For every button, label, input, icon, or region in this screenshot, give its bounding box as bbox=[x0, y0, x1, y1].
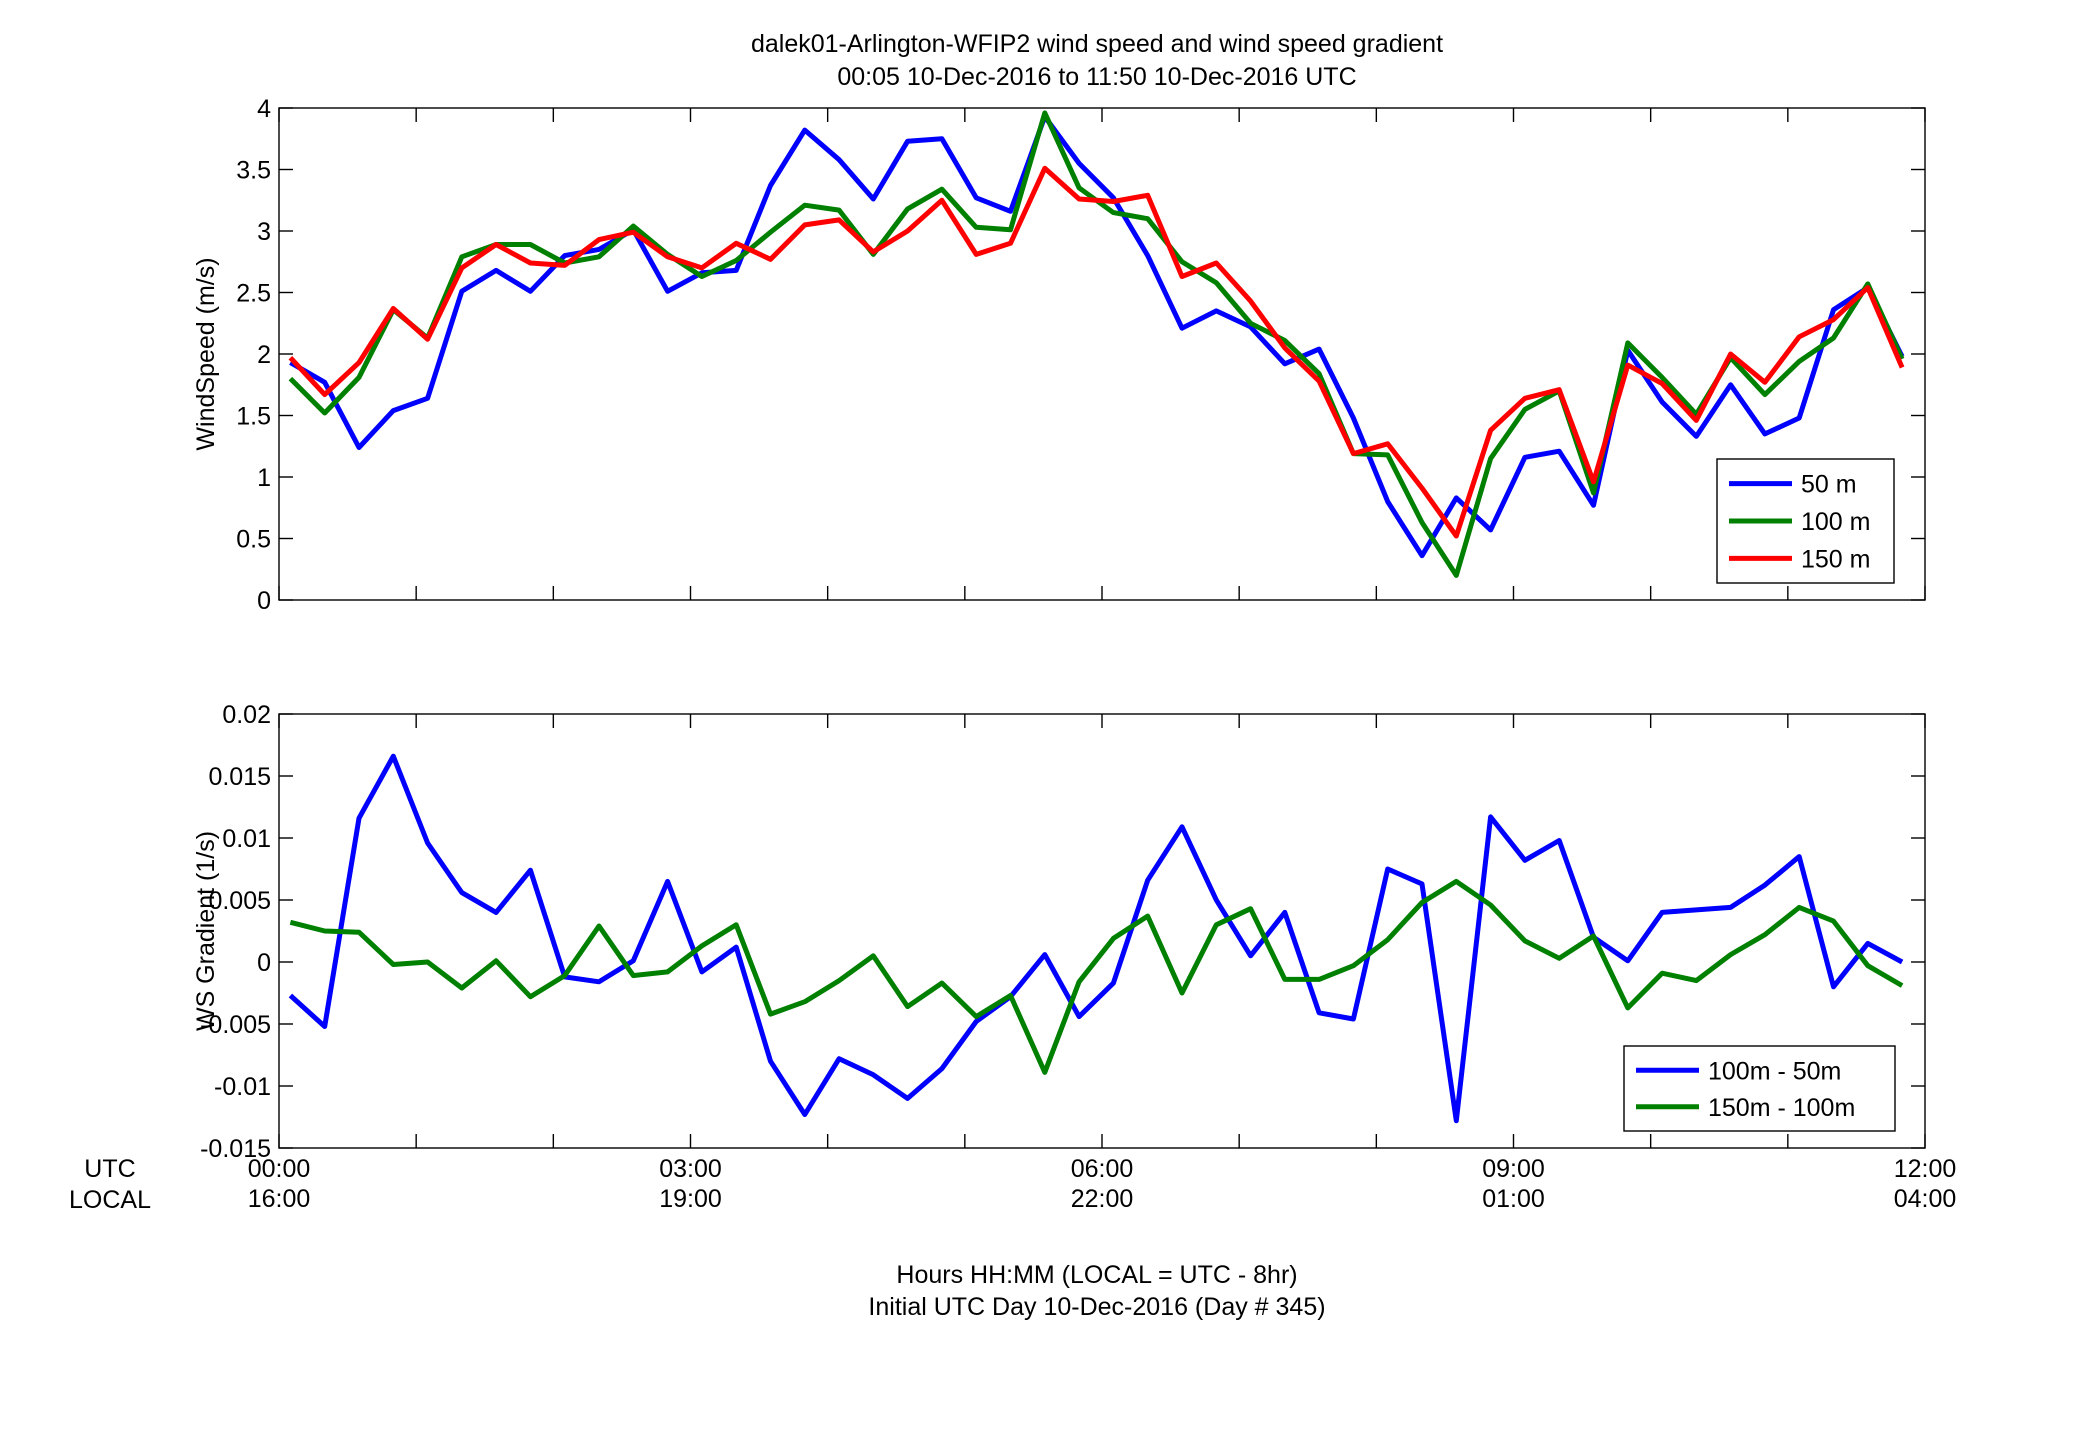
gradient-ytick-label: -0.01 bbox=[214, 1073, 271, 1101]
figure-title-line1: dalek01-Arlington-WFIP2 wind speed and w… bbox=[751, 30, 1443, 58]
x-tick-label-local: 04:00 bbox=[1894, 1185, 1957, 1213]
utc-row-label: UTC bbox=[84, 1155, 135, 1183]
speed-axes-frame bbox=[278, 107, 1926, 601]
x-tick-label-utc: 06:00 bbox=[1071, 1155, 1134, 1183]
gradient-legend-label: 150m - 100m bbox=[1708, 1094, 1855, 1122]
x-tick-label-utc: 12:00 bbox=[1894, 1155, 1957, 1183]
gradient-series-line-2 bbox=[289, 878, 1904, 1075]
speed-ytick-label: 3.5 bbox=[236, 157, 271, 185]
speed-ytick-label: 2.5 bbox=[236, 280, 271, 308]
x-tick-label-utc: 00:00 bbox=[248, 1155, 311, 1183]
gradient-ytick-label: 0.005 bbox=[208, 887, 271, 915]
x-tick-label-local: 16:00 bbox=[248, 1185, 311, 1213]
x-axis-label-line2: Initial UTC Day 10-Dec-2016 (Day # 345) bbox=[868, 1293, 1325, 1321]
gradient-ytick-label: -0.015 bbox=[200, 1135, 271, 1163]
local-row-label: LOCAL bbox=[69, 1186, 151, 1214]
speed-legend: 50 m 100 m 150 m bbox=[1716, 458, 1895, 584]
x-tick-label-local: 22:00 bbox=[1071, 1185, 1134, 1213]
speed-ytick-label: 1 bbox=[257, 464, 271, 492]
gradient-legend: 100m - 50m 150m - 100m bbox=[1623, 1045, 1896, 1132]
gradient-ytick-label: 0.015 bbox=[208, 763, 271, 791]
figure-title-line2: 00:05 10-Dec-2016 to 11:50 10-Dec-2016 U… bbox=[837, 63, 1356, 91]
x-axis-label-line1: Hours HH:MM (LOCAL = UTC - 8hr) bbox=[896, 1261, 1297, 1289]
speed-legend-label: 150 m bbox=[1801, 545, 1870, 573]
gradient-legend-box bbox=[1623, 1045, 1896, 1132]
wind-speed-panel: 0 0.5 1 1.5 2 2.5 3 3.5 4 WindSpeed (m/s) 50 m 100 … bbox=[192, 95, 1926, 615]
gradient-legend-label: 100m - 50m bbox=[1708, 1057, 1841, 1085]
speed-ytick-label: 2 bbox=[257, 341, 271, 369]
speed-legend-label: 50 m bbox=[1801, 471, 1857, 499]
x-tick-label-local: 01:00 bbox=[1482, 1185, 1545, 1213]
gradient-series-line-1 bbox=[288, 753, 1904, 1124]
gradient-ytick-label: 0.01 bbox=[222, 825, 271, 853]
x-tick-label-utc: 09:00 bbox=[1482, 1155, 1545, 1183]
gradient-ytick-label: 0.02 bbox=[222, 701, 271, 729]
x-tick-label-utc: 03:00 bbox=[659, 1155, 722, 1183]
gradient-ytick-label: 0 bbox=[257, 949, 271, 977]
gradient-ytick-label: -0.005 bbox=[200, 1011, 271, 1039]
gradient-panel: -0.015 -0.01 -0.005 0 0.005 0.01 0.015 0.02 WS G… bbox=[192, 701, 1926, 1163]
speed-legend-label: 100 m bbox=[1801, 508, 1870, 536]
gradient-y-axis-label: WS Gradient (1/s) bbox=[192, 831, 220, 1031]
speed-ytick-label: 1.5 bbox=[236, 403, 271, 431]
speed-series-line-3 bbox=[288, 165, 1905, 539]
speed-series-line-1 bbox=[289, 114, 1905, 559]
speed-ytick-label: 0.5 bbox=[236, 526, 271, 554]
x-tick-label-local: 19:00 bbox=[659, 1185, 722, 1213]
speed-ytick-label: 4 bbox=[257, 95, 271, 123]
speed-ytick-label: 0 bbox=[257, 587, 271, 615]
speed-ytick-label: 3 bbox=[257, 218, 271, 246]
speed-y-axis-label: WindSpeed (m/s) bbox=[192, 257, 220, 450]
